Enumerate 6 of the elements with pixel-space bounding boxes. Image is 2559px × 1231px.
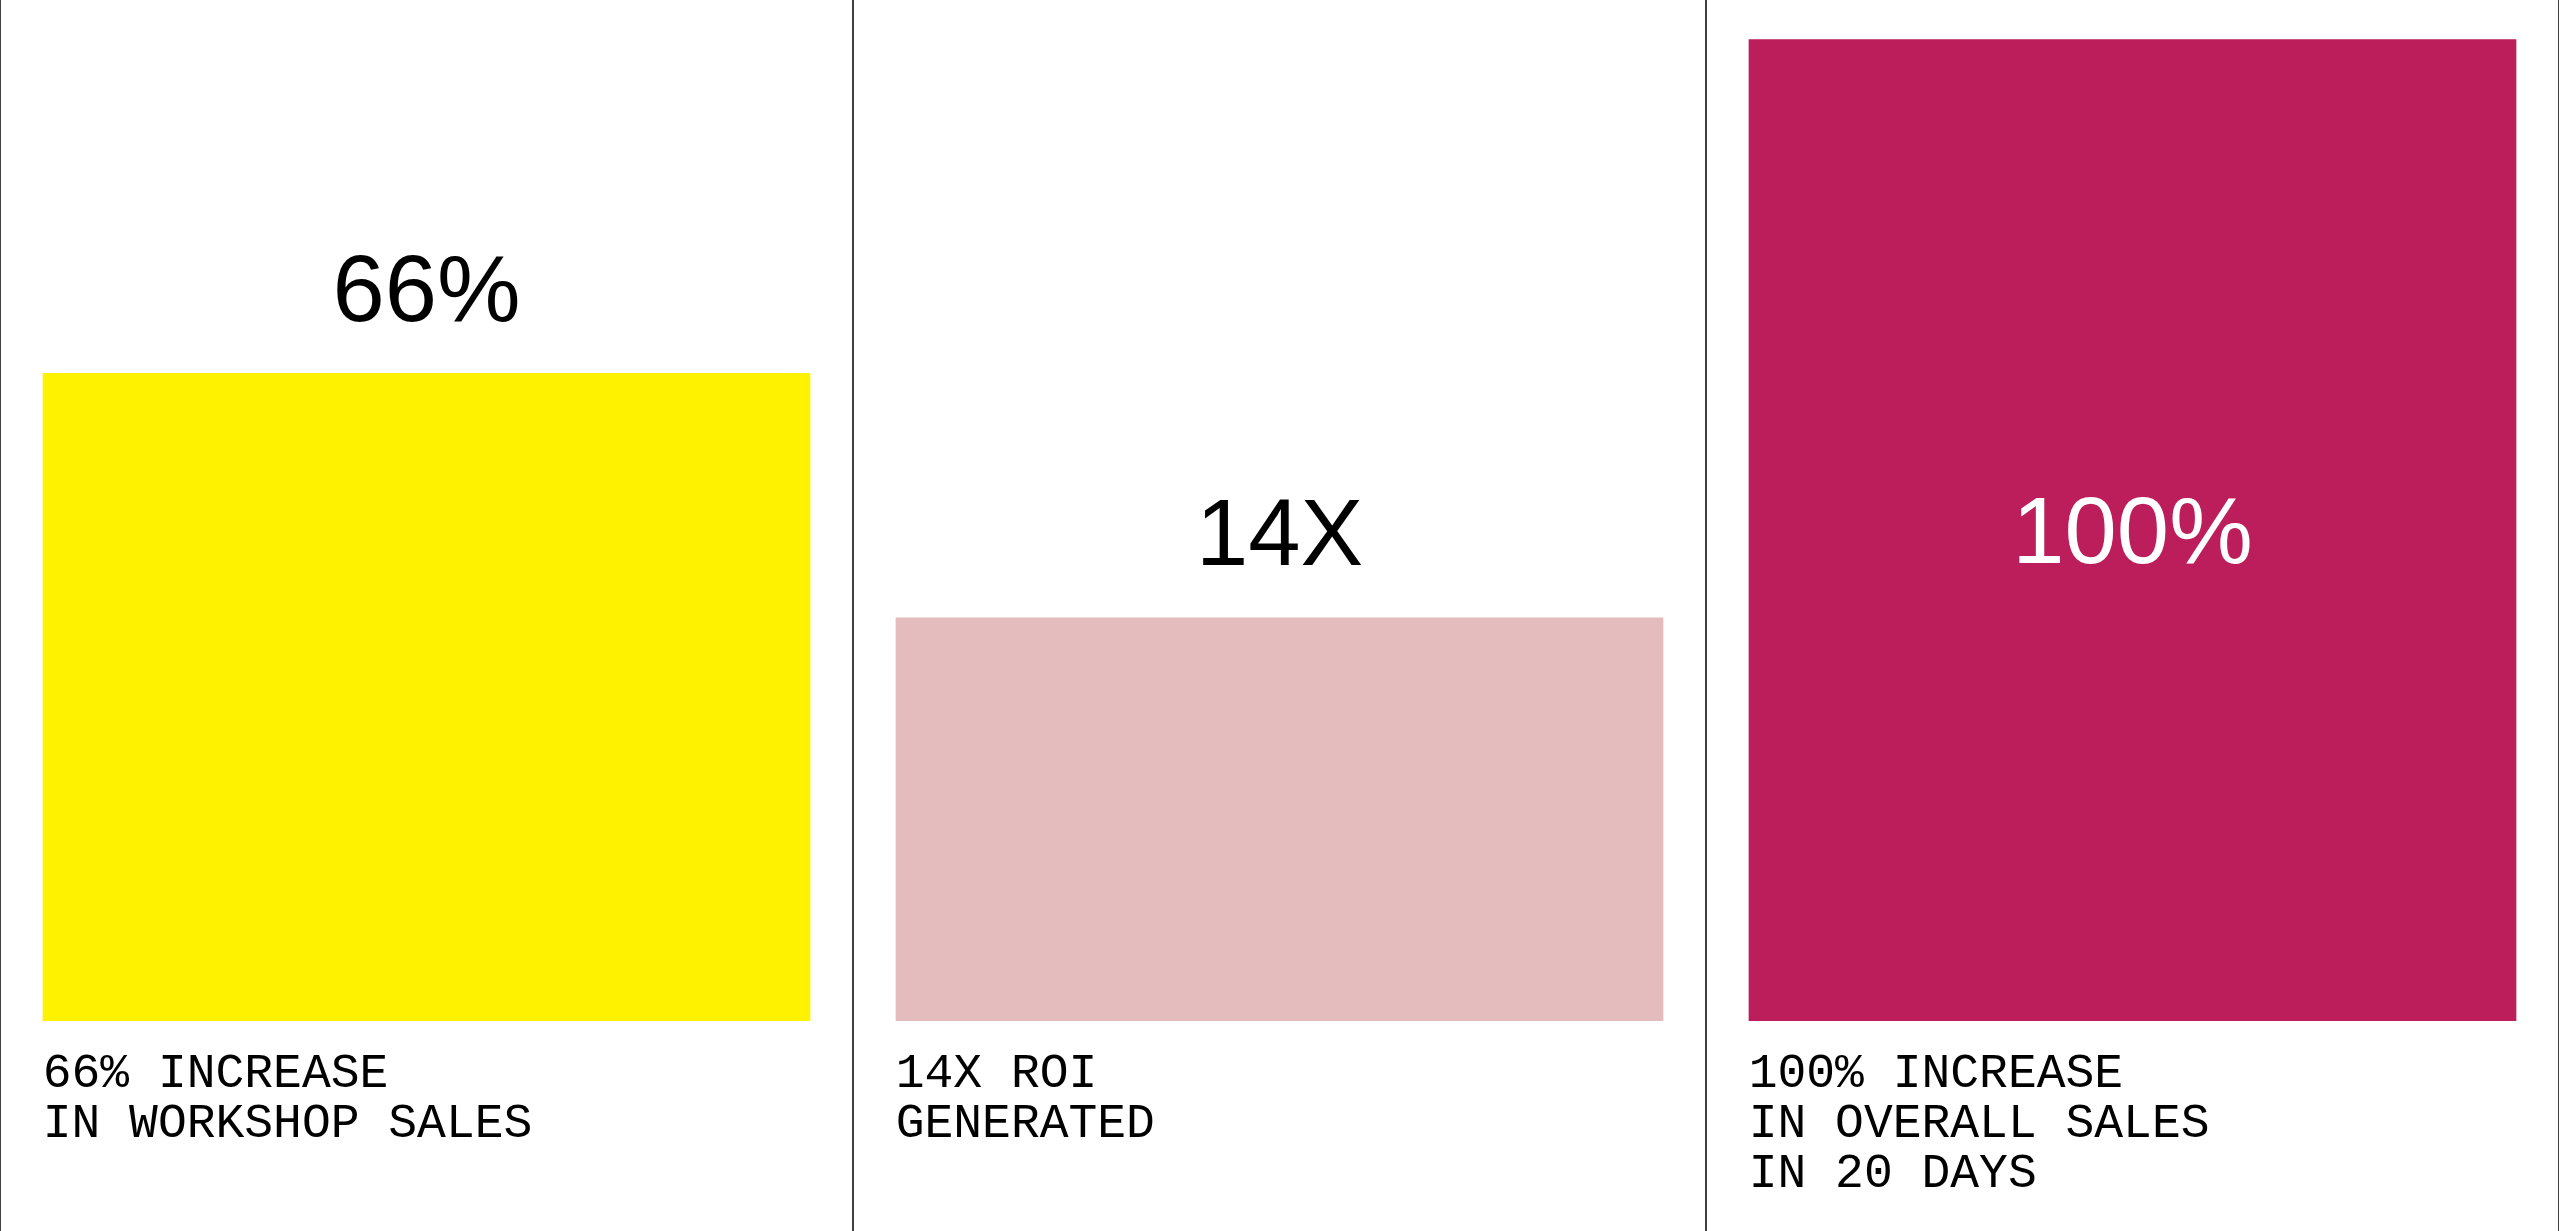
data-label: 66% [332, 235, 521, 341]
data-label: 100% [2012, 477, 2253, 583]
x-tick-label: 14X ROI GENERATED [895, 1047, 1155, 1151]
x-tick-label: 100% INCREASE IN OVERALL SALES IN 20 DAYS [1748, 1047, 2210, 1201]
x-tick-label: 66% INCREASE IN WORKSHOP SALES [42, 1047, 533, 1151]
data-label: 14X [1195, 479, 1364, 585]
